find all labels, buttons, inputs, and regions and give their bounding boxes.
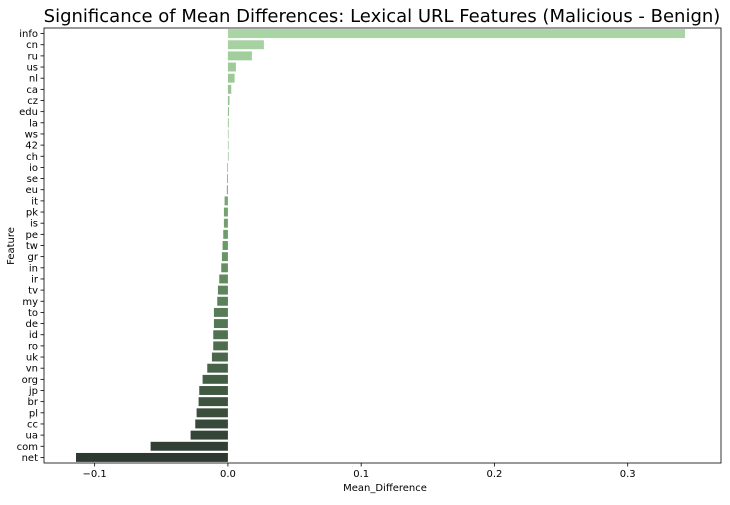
bar-info: [227, 29, 686, 39]
y-tick-label: id: [29, 330, 38, 341]
bar-net: [75, 452, 228, 462]
y-tick-label: net: [22, 453, 38, 464]
y-tick-label: 42: [25, 141, 38, 152]
y-tick-label: cz: [27, 96, 38, 107]
plot-frame: [43, 27, 722, 464]
y-tick-label: it: [31, 196, 38, 207]
y-tick-label: se: [27, 174, 38, 185]
bar-ua: [190, 430, 228, 440]
x-tick-label: −0.1: [82, 469, 106, 480]
bar-la: [227, 118, 229, 128]
y-tick-label: uk: [26, 353, 38, 364]
x-tick-label: 0.0: [220, 469, 236, 480]
bar-it: [224, 196, 228, 206]
y-axis-label: Feature: [6, 227, 17, 265]
y-tick-label: is: [30, 219, 38, 230]
bar-id: [213, 330, 228, 340]
y-tick-label: in: [29, 263, 38, 274]
y-tick-label: eu: [26, 185, 39, 196]
bar-cc: [195, 419, 228, 429]
bar-br: [198, 397, 228, 407]
y-tick-label: br: [28, 397, 39, 408]
bars-group: [75, 29, 686, 462]
bar-to: [213, 307, 228, 317]
y-tick-label: de: [26, 319, 39, 330]
bar-gr: [221, 252, 228, 262]
y-tick-label: to: [28, 308, 38, 319]
y-tick-label: ir: [31, 274, 39, 285]
bar-my: [217, 296, 228, 306]
bar-42: [227, 140, 229, 150]
y-tick-label: ro: [28, 341, 38, 352]
y-tick-label: tv: [28, 286, 38, 297]
x-tick-label: 0.2: [486, 469, 502, 480]
y-tick-label: gr: [28, 252, 39, 263]
bar-edu: [227, 107, 229, 117]
x-tick-labels: −0.1 0.0 0.1 0.2 0.3: [82, 463, 636, 480]
bar-ru: [227, 51, 252, 61]
y-tick-label: com: [17, 442, 38, 453]
bar-cn: [227, 40, 264, 50]
y-tick-label: ua: [26, 431, 38, 442]
bar-ws: [227, 129, 229, 139]
bar-eu: [226, 185, 228, 195]
bar-nl: [227, 73, 235, 83]
y-tick-label: ch: [26, 152, 38, 163]
y-tick-label: tw: [26, 241, 38, 252]
bar-vn: [207, 363, 228, 373]
bar-ch: [227, 151, 229, 161]
bar-com: [150, 441, 228, 451]
y-tick-label: info: [19, 29, 38, 40]
y-tick-label: cc: [27, 419, 38, 430]
bar-pe: [223, 229, 228, 239]
y-tick-label: pe: [26, 230, 39, 241]
y-tick-label: la: [29, 118, 38, 129]
bar-us: [227, 62, 236, 72]
y-tick-label: pl: [29, 408, 38, 419]
bar-pk: [223, 207, 228, 217]
y-tick-label: ca: [26, 85, 38, 96]
y-tick-label: ws: [25, 129, 38, 140]
chart-title: Significance of Mean Differences: Lexica…: [44, 6, 721, 27]
bar-jp: [199, 386, 228, 395]
bar-uk: [211, 352, 228, 362]
x-tick-label: 0.1: [353, 469, 369, 480]
y-tick-label: nl: [29, 74, 38, 85]
bar-pl: [196, 408, 228, 418]
y-tick-label: jp: [28, 386, 38, 397]
y-tick-label: cn: [26, 40, 38, 51]
bar-org: [202, 374, 228, 384]
bar-se: [227, 174, 228, 184]
bar-ca: [227, 84, 232, 94]
y-tick-label: edu: [19, 107, 38, 118]
bar-de: [213, 319, 228, 329]
bar-ro: [213, 341, 228, 351]
bar-cz: [227, 96, 230, 105]
y-tick-label: vn: [26, 364, 38, 375]
y-tick-label: us: [26, 63, 38, 74]
bar-tv: [217, 285, 228, 295]
bar-is: [223, 218, 228, 228]
x-tick-label: 0.3: [620, 469, 636, 480]
bar-io: [227, 162, 228, 172]
y-tick-label: my: [22, 297, 38, 308]
y-tick-label: ru: [28, 51, 38, 62]
x-axis-label: Mean_Difference: [343, 483, 427, 494]
y-tick-label: io: [29, 163, 38, 174]
y-tick-labels: infocnruusnlcaczedulaws42chioseeuitpkisp…: [17, 29, 44, 464]
bar-ir: [219, 274, 228, 284]
y-tick-label: org: [22, 375, 38, 386]
y-tick-label: pk: [26, 208, 38, 219]
bar-tw: [222, 241, 228, 250]
bar-in: [221, 263, 228, 273]
